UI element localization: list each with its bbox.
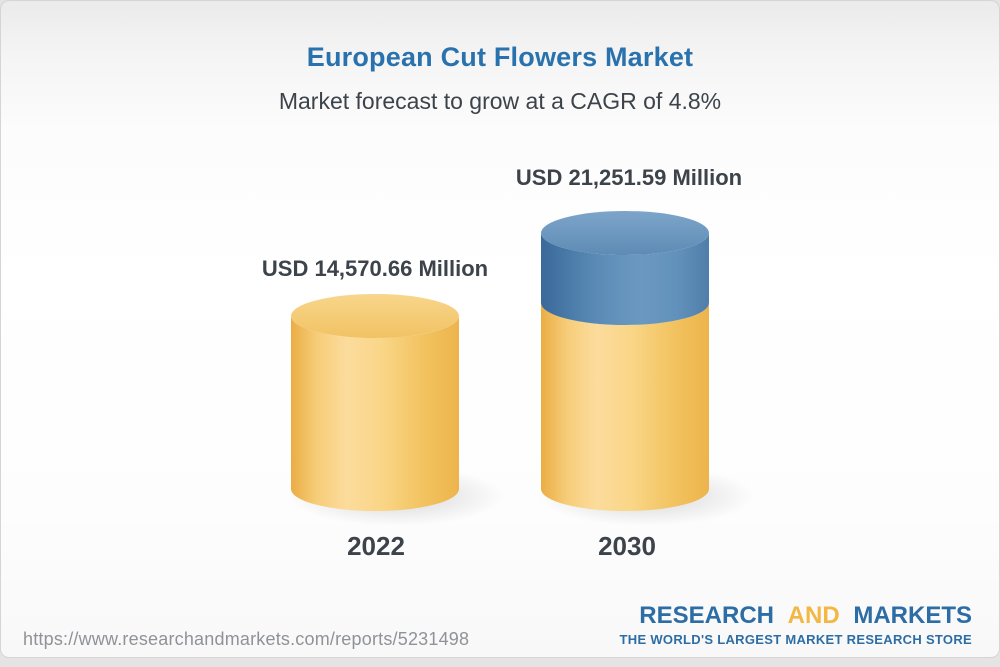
logo-word-and: AND xyxy=(787,602,840,629)
researchandmarkets-logo: RESEARCH AND MARKETS THE WORLD'S LARGEST… xyxy=(620,602,972,647)
value-label-2030: USD 21,251.59 Million xyxy=(515,165,743,190)
logo-word-markets: MARKETS xyxy=(853,602,972,629)
value-label-2022: USD 14,570.66 Million xyxy=(261,256,489,281)
logo-tagline: THE WORLD'S LARGEST MARKET RESEARCH STOR… xyxy=(619,631,972,647)
chart-subtitle: Market forecast to grow at a CAGR of 4.8… xyxy=(278,88,722,114)
bar-2030-top xyxy=(541,211,709,255)
chart-title: European Cut Flowers Market xyxy=(306,42,694,72)
category-label-2022: 2022 xyxy=(347,531,405,561)
bar-2022-body xyxy=(291,316,459,511)
logo-word-research: RESEARCH xyxy=(639,602,774,629)
bar-2022-top xyxy=(291,294,459,338)
bar-2030-base-body xyxy=(541,303,709,511)
category-label-2030: 2030 xyxy=(598,531,656,561)
logo-wordmark: RESEARCH AND MARKETS xyxy=(620,602,972,630)
bar-2030-growth-body xyxy=(541,233,709,325)
report-url[interactable]: https://www.researchandmarkets.com/repor… xyxy=(23,629,470,649)
